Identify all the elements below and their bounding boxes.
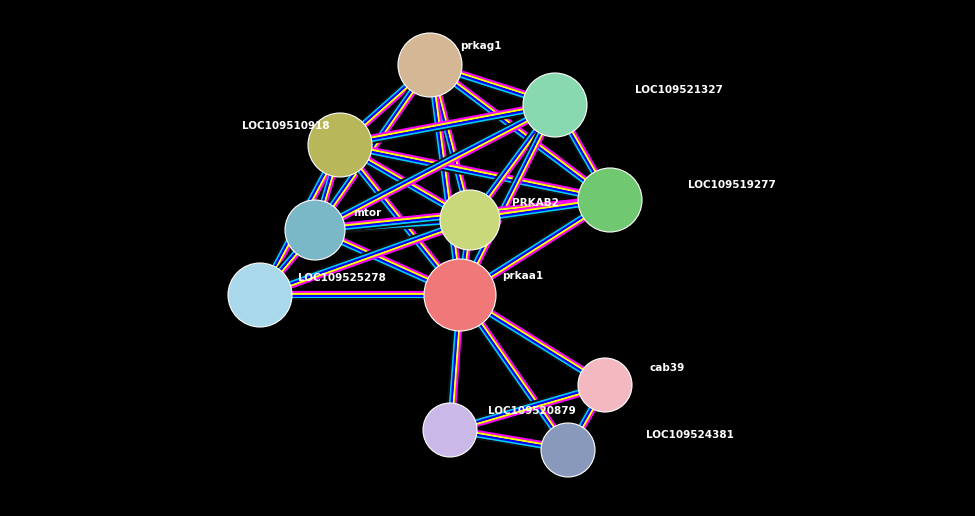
- Circle shape: [553, 435, 583, 465]
- Text: mtor: mtor: [353, 208, 381, 218]
- Circle shape: [440, 190, 500, 250]
- Circle shape: [412, 47, 448, 83]
- Circle shape: [537, 87, 572, 123]
- Circle shape: [523, 73, 587, 137]
- Circle shape: [228, 263, 292, 327]
- Circle shape: [424, 259, 496, 331]
- Circle shape: [578, 168, 642, 232]
- Text: cab39: cab39: [650, 363, 685, 373]
- Text: LOC109519277: LOC109519277: [688, 180, 776, 190]
- Text: PRKAB2: PRKAB2: [512, 198, 559, 208]
- Text: LOC109521327: LOC109521327: [635, 85, 722, 95]
- Circle shape: [285, 200, 345, 260]
- Text: prkag1: prkag1: [460, 41, 501, 51]
- Circle shape: [398, 33, 462, 97]
- Circle shape: [323, 127, 358, 163]
- Circle shape: [308, 113, 372, 177]
- Circle shape: [440, 275, 480, 315]
- Circle shape: [541, 423, 595, 477]
- Text: LOC109520879: LOC109520879: [488, 406, 576, 416]
- Circle shape: [423, 403, 477, 457]
- Circle shape: [435, 415, 465, 445]
- Circle shape: [243, 278, 278, 313]
- Text: LOC109510918: LOC109510918: [243, 121, 330, 131]
- Circle shape: [590, 370, 620, 400]
- Text: prkaa1: prkaa1: [502, 271, 543, 281]
- Text: LOC109524381: LOC109524381: [646, 430, 734, 440]
- Circle shape: [593, 182, 628, 218]
- Circle shape: [578, 358, 632, 412]
- Circle shape: [298, 214, 332, 247]
- Circle shape: [453, 203, 487, 236]
- Text: LOC109525278: LOC109525278: [298, 273, 386, 283]
